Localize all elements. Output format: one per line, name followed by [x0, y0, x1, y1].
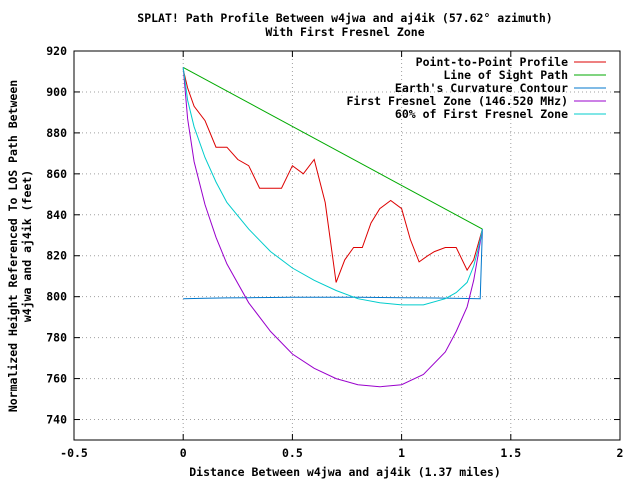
x-tick-label: 2	[617, 446, 624, 460]
legend-label-4: 60% of First Fresnel Zone	[395, 107, 568, 121]
chart-title: SPLAT! Path Profile Between w4jwa and aj…	[137, 11, 552, 25]
legend-label-0: Point-to-Point Profile	[416, 55, 568, 69]
y-tick-label: 800	[46, 290, 67, 304]
series-layer	[182, 66, 483, 388]
x-tick-label: 0	[180, 446, 187, 460]
chart-subtitle: With First Fresnel Zone	[265, 25, 424, 39]
legend-label-1: Line of Sight Path	[443, 68, 568, 82]
legend-label-2: Earth's Curvature Contour	[395, 81, 568, 95]
series-line-0	[182, 69, 483, 283]
y-tick-label: 860	[46, 167, 67, 181]
y-tick-label: 740	[46, 413, 67, 427]
y-tick-label: 900	[46, 85, 67, 99]
y-tick-label: 840	[46, 208, 67, 222]
y-tick-label: 780	[46, 331, 67, 345]
legend-label-3: First Fresnel Zone (146.520 MHz)	[346, 94, 568, 108]
plot-frame	[73, 50, 621, 441]
y-tick-label: 760	[46, 372, 67, 386]
grid	[74, 51, 620, 440]
y-axis-label-line2: w4jwa and aj4ik (feet)	[20, 170, 34, 322]
x-tick-label: -0.5	[60, 446, 88, 460]
x-tick-label: 1	[398, 446, 405, 460]
x-tick-label: 0.5	[282, 446, 303, 460]
series-line-2	[183, 229, 483, 300]
y-tick-label: 880	[46, 126, 67, 140]
x-tick-label: 1.5	[500, 446, 521, 460]
series-line-3	[182, 67, 483, 388]
y-tick-label: 820	[46, 249, 67, 263]
series-line-4	[182, 67, 483, 306]
x-axis-label: Distance Between w4jwa and aj4ik (1.37 m…	[189, 465, 501, 479]
series-line-1	[182, 66, 483, 230]
y-tick-label: 920	[46, 44, 67, 58]
y-axis-label-line1: Normalized Height Referenced To LOS Path…	[6, 80, 20, 412]
